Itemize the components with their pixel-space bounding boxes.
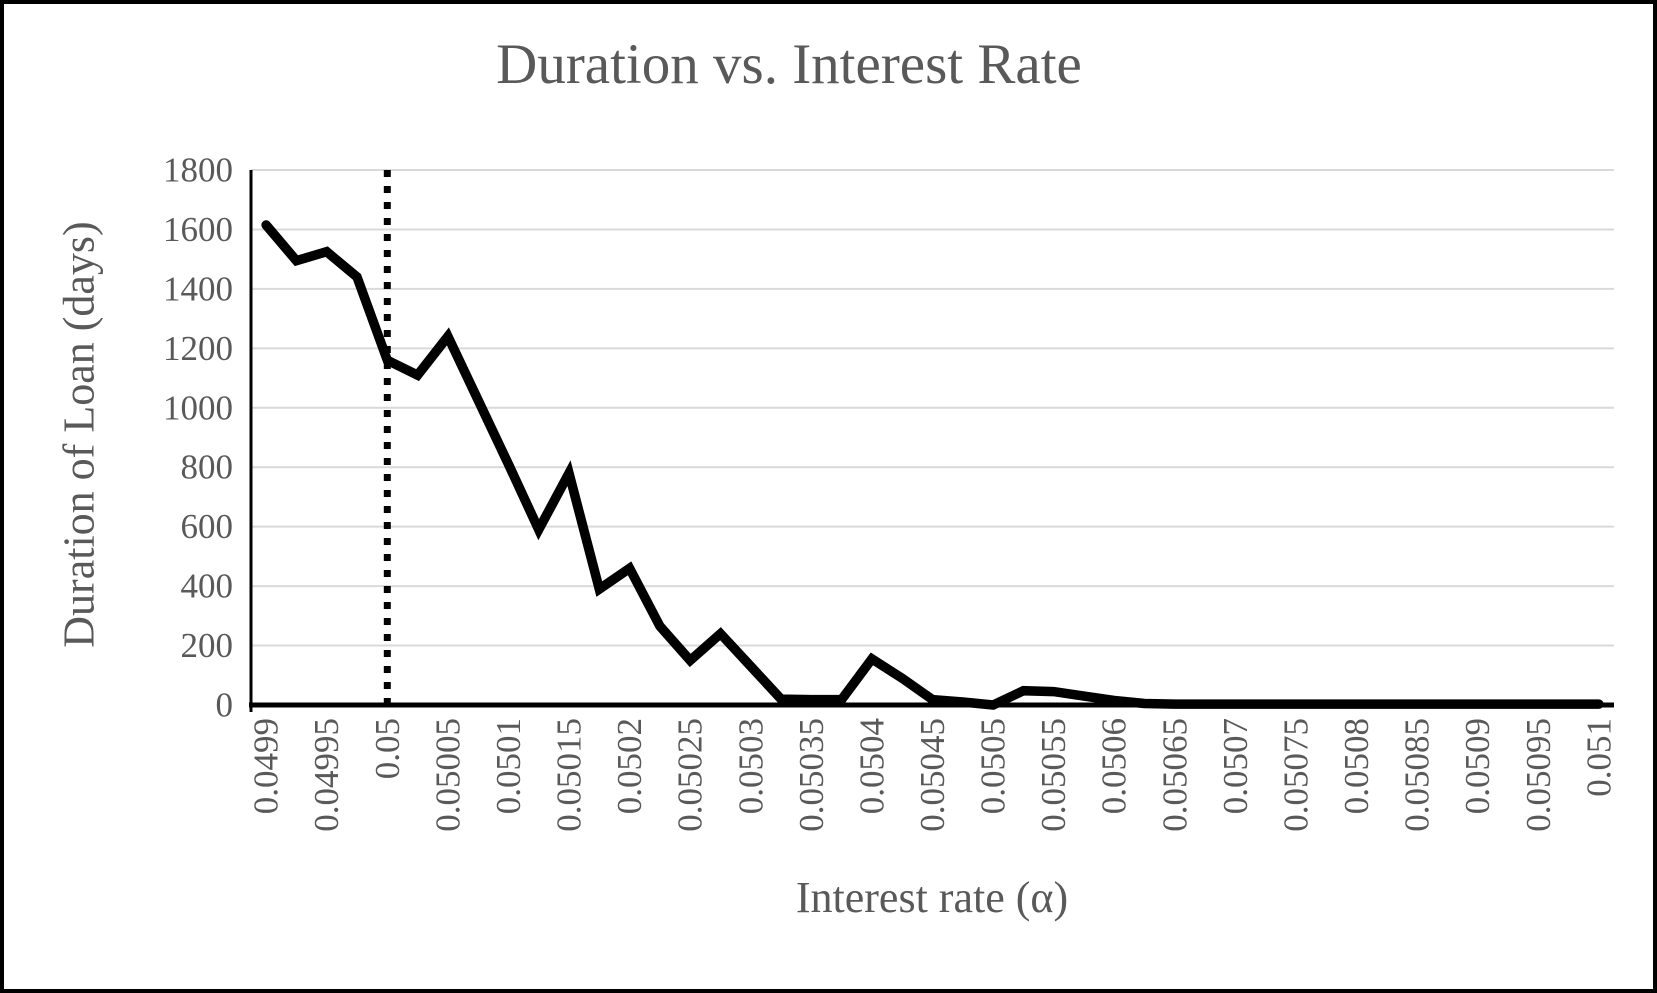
x-tick-label: 0.0509: [1458, 718, 1497, 814]
y-tick-label: 1600: [163, 210, 233, 249]
y-tick-label: 200: [181, 626, 234, 665]
x-tick-label: 0.05075: [1276, 718, 1315, 832]
x-tick-label: 0.0505: [974, 718, 1013, 814]
x-tick-label: 0.05055: [1034, 718, 1073, 832]
x-tick-label: 0.0501: [489, 718, 528, 814]
x-tick-label: 0.05065: [1155, 718, 1194, 832]
x-tick-label: 0.051: [1579, 718, 1618, 797]
x-tick-label: 0.0504: [852, 718, 891, 814]
x-tick-label: 0.0506: [1095, 718, 1134, 814]
x-tick-label: 0.05005: [428, 718, 467, 832]
x-tick-label: 0.0502: [610, 718, 649, 814]
x-tick-label: 0.05035: [792, 718, 831, 832]
x-tick-label: 0.05025: [671, 718, 710, 832]
x-tick-label: 0.0508: [1337, 718, 1376, 814]
y-tick-label: 400: [181, 567, 234, 606]
x-axis-title: Interest rate (α): [795, 873, 1069, 922]
y-tick-label: 800: [181, 448, 234, 487]
y-tick-label: 600: [181, 507, 234, 546]
series-line: [261, 220, 1604, 710]
y-tick-label: 0: [216, 686, 234, 725]
x-tick-label: 0.0507: [1216, 718, 1255, 814]
y-tick-label: 1000: [163, 388, 233, 427]
chart-title: Duration vs. Interest Rate: [496, 33, 1082, 96]
x-tick-label: 0.05095: [1519, 718, 1558, 832]
x-tick-label: 0.0503: [731, 718, 770, 814]
x-tick-label: 0.04995: [307, 718, 346, 832]
y-tick-label: 1800: [163, 151, 233, 190]
x-tick-label: 0.05015: [550, 718, 589, 832]
y-tick-label: 1200: [163, 329, 233, 368]
x-tick-label: 0.05085: [1398, 718, 1437, 832]
x-tick-label: 0.0499: [247, 718, 286, 814]
chart-canvas: 0 200 400 600 800 1000 1200 1400 1600 1800 0.0499 0…: [163, 151, 1618, 832]
y-tick-label: 1400: [163, 269, 233, 308]
x-tick-label: 0.05045: [913, 718, 952, 832]
x-tick-label: 0.05: [368, 718, 407, 779]
